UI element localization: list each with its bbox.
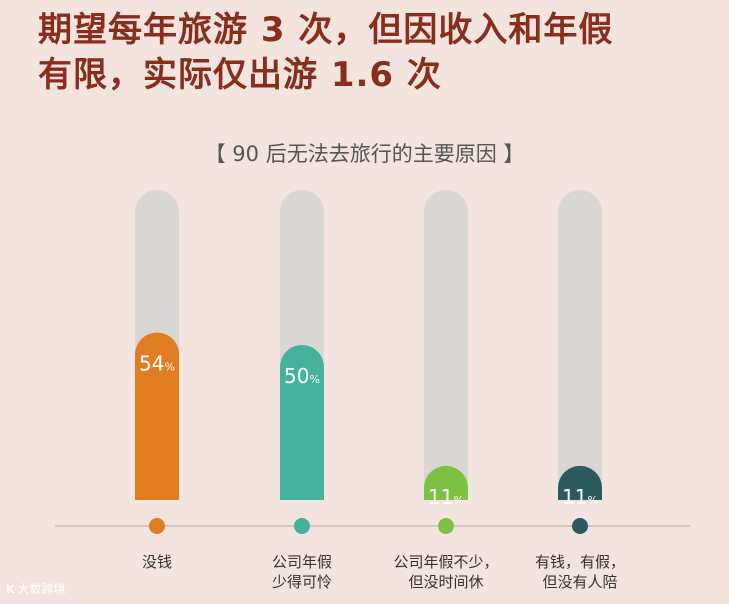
watermark: K 大数跨境 [6, 580, 66, 597]
bar-value-label-3: 11% [428, 485, 464, 509]
bar-4 [558, 465, 602, 500]
category-label-3: 公司年假不少， 但没时间休 [366, 552, 526, 592]
headline-line-1: 期望每年旅游 3 次，但因收入和年假 [38, 10, 614, 50]
bar-3 [424, 465, 468, 500]
bar-2 [280, 345, 324, 500]
bar-value-label-4: 11% [562, 485, 598, 509]
axis-dot-2 [294, 518, 310, 534]
chart-title: 【 90 后无法去旅行的主要原因 】 [204, 142, 525, 166]
headline-line-2: 有限，实际仅出游 1.6 次 [38, 55, 442, 95]
bar-value-label-2: 50% [284, 364, 320, 388]
watermark-logo: K [6, 583, 15, 596]
bar-1 [135, 332, 179, 500]
bar-value-label-1: 54% [139, 352, 175, 376]
category-label-2: 公司年假 少得可怜 [222, 552, 382, 592]
bar-track-3 [424, 190, 468, 500]
watermark-text: 大数跨境 [17, 582, 66, 596]
category-label-line: 少得可怜 [271, 573, 332, 591]
category-label-line: 公司年假不少， [393, 553, 499, 571]
category-label-4: 有钱，有假， 但没有人陪 [500, 552, 660, 592]
category-label-line: 公司年假 [271, 553, 332, 571]
bar-track-4 [558, 190, 602, 500]
axis-dot-3 [438, 518, 454, 534]
bar-chart: 54% 50% 11% 11% [55, 190, 690, 534]
axis-dot-1 [149, 518, 165, 534]
category-label-line: 但没有人陪 [542, 573, 618, 591]
axis-dot-4 [572, 518, 588, 534]
headline: 期望每年旅游 3 次，但因收入和年假 有限，实际仅出游 1.6 次 [38, 8, 718, 98]
category-label-line: 但没时间休 [408, 573, 484, 591]
category-label-line: 有钱，有假， [534, 553, 625, 571]
category-label-1: 没钱 [77, 552, 237, 572]
category-label-line: 没钱 [141, 553, 172, 571]
